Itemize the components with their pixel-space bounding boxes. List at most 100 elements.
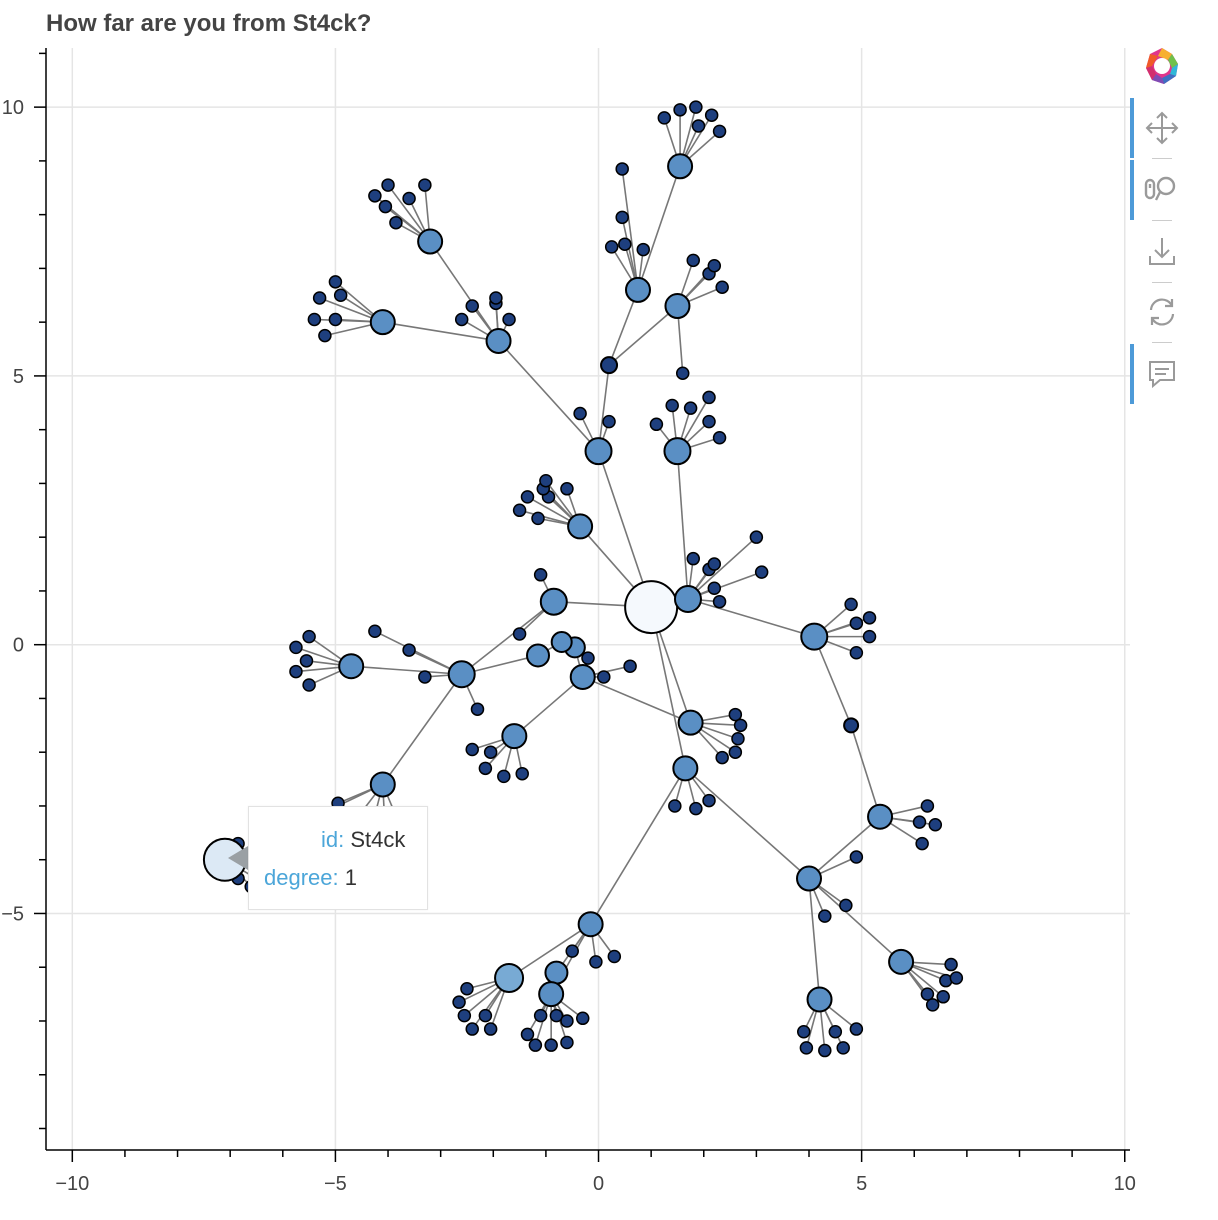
leaf-node — [689, 100, 703, 114]
leaf-node — [597, 670, 611, 684]
leaf-node — [944, 957, 958, 972]
leaf-node — [544, 1038, 558, 1052]
hub-node — [888, 948, 915, 975]
edge — [351, 665, 462, 676]
bokeh-logo-icon[interactable] — [1142, 46, 1182, 86]
leaf-node — [704, 108, 719, 122]
edge — [461, 601, 555, 675]
leaf-node — [604, 240, 619, 254]
tooltip-id-value: St4ck — [350, 827, 406, 852]
leaf-node — [560, 1014, 574, 1028]
leaf-node — [849, 616, 864, 630]
x-tick-label: 5 — [856, 1173, 867, 1195]
x-tick-label: −10 — [55, 1173, 89, 1195]
hub-node — [369, 309, 396, 336]
leaf-node — [402, 643, 416, 657]
leaf-node — [560, 1035, 574, 1050]
leaf-node — [799, 1041, 814, 1055]
leaf-node — [452, 995, 466, 1009]
hub-node — [673, 585, 702, 613]
leaf-node — [607, 949, 622, 964]
hub-node — [538, 981, 565, 1008]
leaf-node — [328, 312, 343, 327]
leaf-node — [454, 312, 469, 327]
edge — [687, 536, 757, 600]
y-tick-label: 10 — [2, 97, 24, 119]
leaf-node — [728, 745, 743, 759]
leaf-node — [839, 898, 853, 913]
leaf-node — [836, 1041, 850, 1055]
leaf-node — [478, 1008, 493, 1023]
y-tick-label: 0 — [13, 635, 24, 657]
leaf-node — [528, 1038, 543, 1052]
nodes[interactable] — [202, 100, 964, 1058]
hub-node — [800, 622, 829, 651]
leaf-node — [512, 627, 527, 641]
leaf-node — [533, 1008, 548, 1023]
reset-icon[interactable] — [1142, 292, 1182, 332]
tooltip-arrow — [228, 846, 248, 870]
hub-node — [677, 709, 704, 736]
leaf-node — [691, 119, 706, 133]
leaf-node — [936, 990, 950, 1004]
leaf-node — [460, 981, 474, 996]
leaf-node — [489, 291, 503, 305]
edge — [813, 636, 852, 726]
leaf-node — [520, 490, 535, 504]
leaf-node — [818, 1043, 832, 1058]
hub-node — [539, 587, 568, 616]
leaf-node — [615, 210, 629, 225]
edge — [589, 767, 687, 925]
leaf-node — [707, 581, 722, 595]
edge — [676, 451, 689, 600]
leaf-node — [457, 1008, 472, 1023]
hub-node — [494, 962, 525, 993]
leaf-node — [299, 654, 314, 668]
leaf-node — [665, 398, 679, 413]
pan-icon[interactable] — [1142, 108, 1182, 148]
leaf-node — [731, 732, 745, 746]
leaf-node — [733, 718, 748, 733]
toolbar — [1130, 40, 1200, 420]
leaf-node — [818, 909, 832, 923]
leaf-node — [728, 707, 743, 722]
hub-node — [663, 437, 692, 466]
leaf-node — [928, 818, 943, 832]
leaf-node — [673, 103, 687, 117]
save-icon[interactable] — [1142, 232, 1182, 272]
leaf-node — [615, 162, 629, 176]
wheel-zoom-icon[interactable] — [1142, 170, 1182, 210]
leaf-node — [515, 766, 529, 781]
hub-node — [624, 276, 651, 303]
leaf-node — [520, 1027, 535, 1042]
leaf-node — [289, 640, 303, 655]
central-node — [624, 580, 679, 635]
leaf-node — [368, 624, 382, 639]
leaf-node — [378, 199, 393, 214]
hub-node — [569, 663, 596, 690]
hub-node — [577, 911, 604, 938]
leaf-node — [912, 815, 927, 829]
axes: −10 −5 0 5 10 −5 0 5 10 — [1, 48, 1136, 1195]
leaf-node — [312, 291, 327, 305]
leaf-node — [539, 473, 553, 488]
leaf-node — [668, 799, 682, 813]
hover-icon[interactable] — [1142, 354, 1182, 394]
edge — [637, 166, 681, 291]
edge — [582, 676, 691, 724]
leaf-node — [307, 312, 322, 327]
leaf-node — [318, 328, 332, 343]
edge — [382, 321, 499, 342]
leaf-node — [702, 414, 716, 429]
leaf-node — [381, 178, 395, 192]
leaf-node — [328, 275, 343, 289]
edge — [382, 673, 463, 785]
leaf-node — [849, 1022, 864, 1036]
edge — [597, 365, 610, 452]
leaf-node — [465, 1022, 479, 1036]
x-tick-label: 0 — [593, 1173, 604, 1195]
leaf-node — [849, 646, 864, 660]
y-tick-label: −5 — [1, 903, 24, 925]
edge — [608, 305, 678, 366]
